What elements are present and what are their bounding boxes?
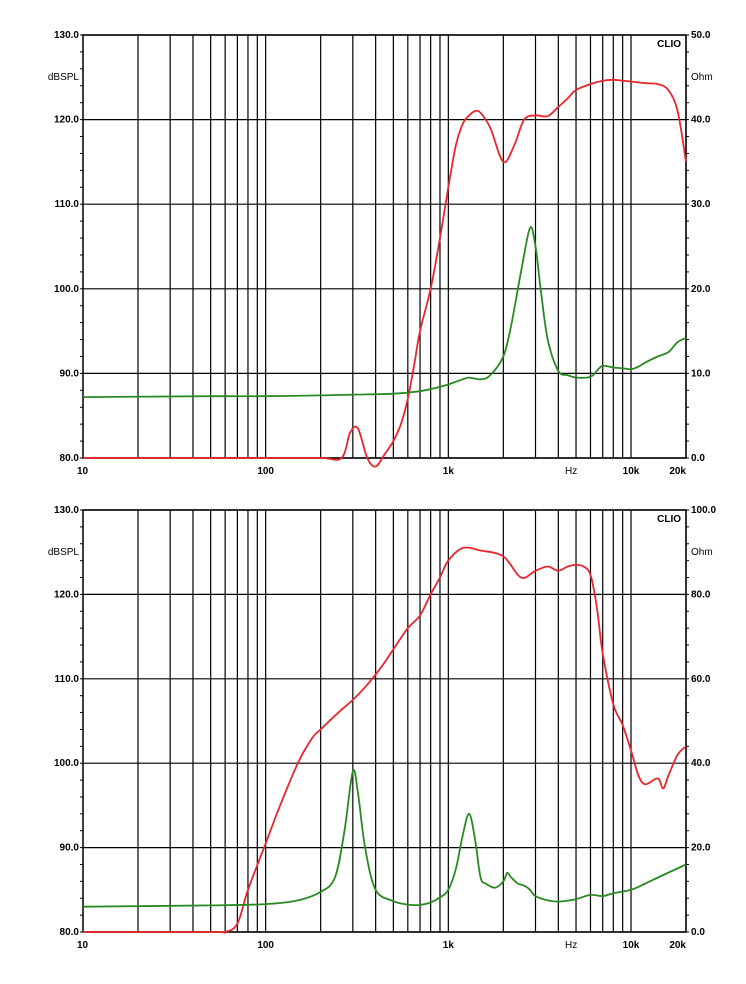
y-right-tick-label: 40.0 xyxy=(691,758,711,769)
impedance-curve xyxy=(82,769,687,908)
y-right-tick-label: 50.0 xyxy=(691,30,711,41)
y-right-tick-label: 40.0 xyxy=(691,115,711,126)
x-tick-label: 20k xyxy=(669,940,686,951)
y-left-tick-label: 80.0 xyxy=(60,453,80,464)
y-left-tick-label: 80.0 xyxy=(60,927,80,938)
x-tick-label: 100 xyxy=(257,940,274,951)
y-right-tick-label: 20.0 xyxy=(691,843,711,854)
x-tick-label: 10 xyxy=(77,466,89,477)
y-right-tick-label: 10.0 xyxy=(691,368,711,379)
y-right-tick-label: 0.0 xyxy=(691,453,705,464)
y-left-tick-label: 100.0 xyxy=(54,758,79,769)
clio-brand-label: CLIO xyxy=(657,514,681,525)
y-left-tick-label: 100.0 xyxy=(54,284,79,295)
y-right-tick-label: 80.0 xyxy=(691,589,711,600)
x-tick-label: 20k xyxy=(669,466,686,477)
chart-1: 80.0 90.0 100.0 110.0 120.0 130.0 0.0 10.0 20.0 3… xyxy=(48,30,713,477)
y-left-tick-label: 110.0 xyxy=(55,199,80,210)
y-right-tick-label: 60.0 xyxy=(691,674,711,685)
y-left-unit-label: dBSPL xyxy=(48,547,80,558)
y-left-tick-label: 130.0 xyxy=(54,30,79,41)
x-unit-label: Hz xyxy=(565,466,577,477)
x-tick-label: 1k xyxy=(443,466,455,477)
x-tick-label: 10k xyxy=(623,940,640,951)
y-left-tick-label: 90.0 xyxy=(60,368,80,379)
y-left-tick-label: 120.0 xyxy=(54,115,79,126)
x-tick-label: 100 xyxy=(257,466,274,477)
y-left-tick-label: 110.0 xyxy=(55,674,80,685)
y-right-unit-label: Ohm xyxy=(691,72,713,83)
plot-frame xyxy=(82,509,687,933)
y-left-unit-label: dBSPL xyxy=(48,72,80,83)
y-right-tick-label: 100.0 xyxy=(691,505,716,516)
clio-brand-label: CLIO xyxy=(657,39,681,50)
plot-frame xyxy=(82,34,687,459)
chart-2: 80.0 90.0 100.0 110.0 120.0 130.0 0.0 20.0 40.0 6… xyxy=(48,505,717,951)
y-left-tick-label: 90.0 xyxy=(60,843,80,854)
x-tick-label: 1k xyxy=(443,940,455,951)
y-right-tick-label: 20.0 xyxy=(691,284,711,295)
y-right-unit-label: Ohm xyxy=(691,547,713,558)
y-right-tick-label: 30.0 xyxy=(691,199,711,210)
spl-curve xyxy=(83,546,687,934)
y-left-tick-label: 120.0 xyxy=(54,589,79,600)
x-tick-label: 10 xyxy=(77,940,89,951)
spl-curve xyxy=(82,78,687,468)
y-right-tick-label: 0.0 xyxy=(691,927,705,938)
x-tick-label: 10k xyxy=(623,466,640,477)
y-left-tick-label: 130.0 xyxy=(54,505,79,516)
x-unit-label: Hz xyxy=(565,940,577,951)
impedance-curve xyxy=(82,226,687,398)
